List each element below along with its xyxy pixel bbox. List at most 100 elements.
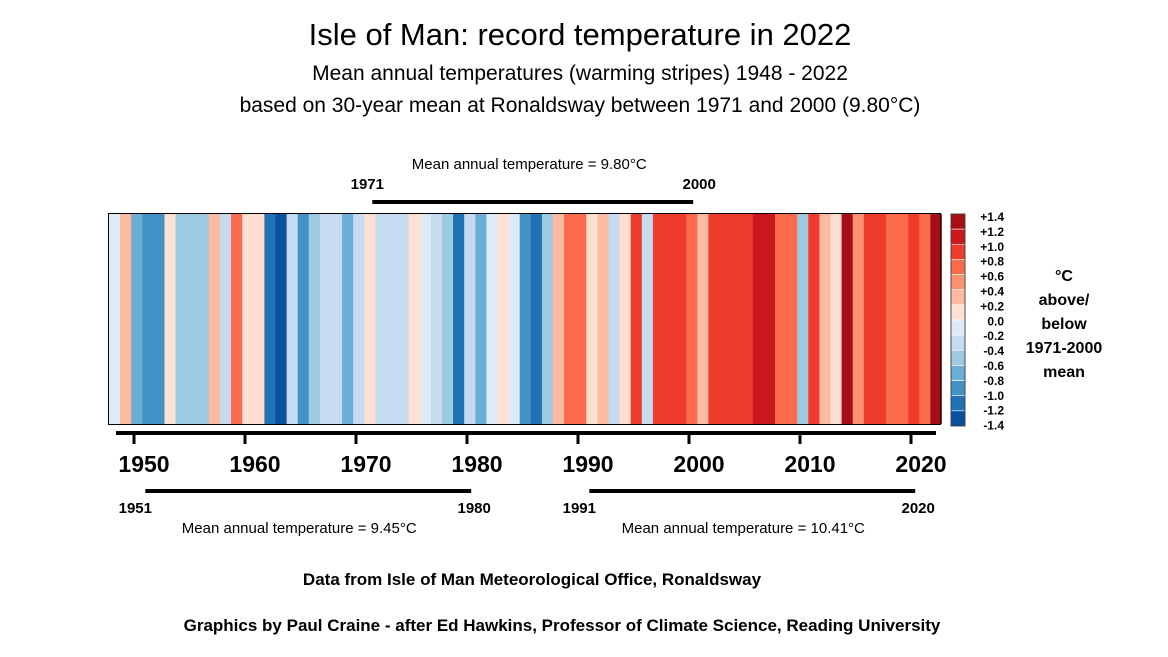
stripe-1986 xyxy=(530,214,543,424)
stripe-1988 xyxy=(553,214,565,424)
stripe-1994 xyxy=(619,214,632,424)
stripe-2008 xyxy=(775,214,787,424)
stripe-1983 xyxy=(497,214,509,424)
stripe-2022 xyxy=(930,214,942,424)
x-tick-label: 2020 xyxy=(895,451,946,477)
x-axis: 1950 1960 1970 1980 1990 2000 2010 2020 xyxy=(116,431,947,477)
legend-swatch xyxy=(950,365,966,381)
stripe-1951 xyxy=(142,214,154,424)
legend-title-line: mean xyxy=(1043,364,1085,381)
period-start-label: 1971 xyxy=(351,176,384,193)
stripe-2003 xyxy=(719,214,731,424)
legend-label: +0.2 xyxy=(980,299,1004,313)
legend-label: +1.4 xyxy=(980,210,1004,224)
stripe-2014 xyxy=(841,214,854,424)
stripe-1961 xyxy=(253,214,265,424)
stripe-1969 xyxy=(342,214,354,424)
stripe-1976 xyxy=(419,214,432,424)
stripe-1955 xyxy=(186,214,199,424)
legend-label: 0.0 xyxy=(987,314,1004,328)
stripe-1998 xyxy=(664,214,676,424)
period-start-label: 1951 xyxy=(119,500,152,517)
stripe-2001 xyxy=(697,214,709,424)
chart-title: Isle of Man: record temperature in 2022 xyxy=(309,17,852,52)
stripe-1959 xyxy=(231,214,243,424)
stripe-1991 xyxy=(586,214,598,424)
stripe-1978 xyxy=(442,214,454,424)
legend-swatch xyxy=(950,395,966,412)
stripe-1957 xyxy=(208,214,221,424)
chart-subtitle-1: Mean annual temperatures (warming stripe… xyxy=(312,62,848,85)
stripe-1996 xyxy=(641,214,654,424)
stripe-1953 xyxy=(164,214,176,424)
stripe-2012 xyxy=(819,214,831,424)
stripe-2011 xyxy=(808,214,820,424)
stripe-1980 xyxy=(464,214,476,424)
stripe-1956 xyxy=(197,214,210,424)
x-tick-label: 1980 xyxy=(451,451,502,477)
stripe-1948 xyxy=(109,214,121,424)
stripe-2010 xyxy=(797,214,809,424)
period-mean-label: Mean annual temperature = 9.45°C xyxy=(182,520,417,537)
legend-swatch xyxy=(950,334,966,351)
stripe-1987 xyxy=(541,214,554,424)
stripes-border xyxy=(108,213,941,425)
stripe-1990 xyxy=(575,214,587,424)
stripe-1992 xyxy=(597,214,609,424)
legend-title-line: above/ xyxy=(1039,292,1090,309)
stripe-1962 xyxy=(264,214,276,424)
stripe-1974 xyxy=(397,214,410,424)
legend-title-line: 1971-2000 xyxy=(1026,340,1103,357)
stripe-1954 xyxy=(175,214,188,424)
legend-swatch xyxy=(950,410,966,427)
legend-label: -0.6 xyxy=(983,359,1004,373)
stripe-2013 xyxy=(830,214,842,424)
stripe-1997 xyxy=(652,214,665,424)
stripe-1981 xyxy=(475,214,487,424)
stripe-1975 xyxy=(408,214,421,424)
stripe-2015 xyxy=(852,214,865,424)
stripe-1972 xyxy=(375,214,387,424)
period-start-label: 1991 xyxy=(563,500,596,517)
stripe-1963 xyxy=(275,214,287,424)
legend-label: -0.4 xyxy=(983,344,1004,358)
legend-label: +1.2 xyxy=(980,225,1004,239)
footer-credits: Graphics by Paul Craine - after Ed Hawki… xyxy=(184,616,941,635)
period-mean-label: Mean annual temperature = 9.80°C xyxy=(412,156,647,173)
stripe-1960 xyxy=(242,214,254,424)
legend-title-line: below xyxy=(1041,316,1087,333)
x-tick-label: 1970 xyxy=(340,451,391,477)
legend-title-line: °C xyxy=(1055,268,1073,285)
stripe-1964 xyxy=(286,214,299,424)
x-tick-label: 1990 xyxy=(562,451,613,477)
stripe-1952 xyxy=(153,214,165,424)
stripe-2005 xyxy=(741,214,754,424)
x-tick-label: 2000 xyxy=(673,451,724,477)
legend-label: +0.6 xyxy=(980,270,1004,284)
stripe-2019 xyxy=(897,214,909,424)
stripe-1977 xyxy=(430,214,443,424)
stripe-1965 xyxy=(297,214,310,424)
legend-label: -1.2 xyxy=(983,404,1004,418)
stripe-1985 xyxy=(519,214,532,424)
legend-swatch xyxy=(950,259,966,275)
legend-swatch xyxy=(950,289,966,306)
legend-label: -0.8 xyxy=(983,374,1004,388)
legend-swatch xyxy=(950,274,966,291)
x-tick-label: 1950 xyxy=(118,451,169,477)
period-end-label: 2000 xyxy=(683,176,716,193)
stripe-1970 xyxy=(353,214,365,424)
stripe-2018 xyxy=(886,214,898,424)
stripe-1968 xyxy=(331,214,343,424)
stripe-1982 xyxy=(486,214,498,424)
period-mean-label: Mean annual temperature = 10.41°C xyxy=(622,520,865,537)
x-tick-label: 2010 xyxy=(784,451,835,477)
period-end-label: 1980 xyxy=(458,500,491,517)
x-tick-label: 1960 xyxy=(229,451,280,477)
legend-label: +0.4 xyxy=(980,285,1004,299)
stripe-2006 xyxy=(752,214,765,424)
legend-border xyxy=(950,213,966,427)
legend-swatch xyxy=(950,243,966,260)
legend-label: +0.8 xyxy=(980,255,1004,269)
legend-label: -0.2 xyxy=(983,329,1004,343)
